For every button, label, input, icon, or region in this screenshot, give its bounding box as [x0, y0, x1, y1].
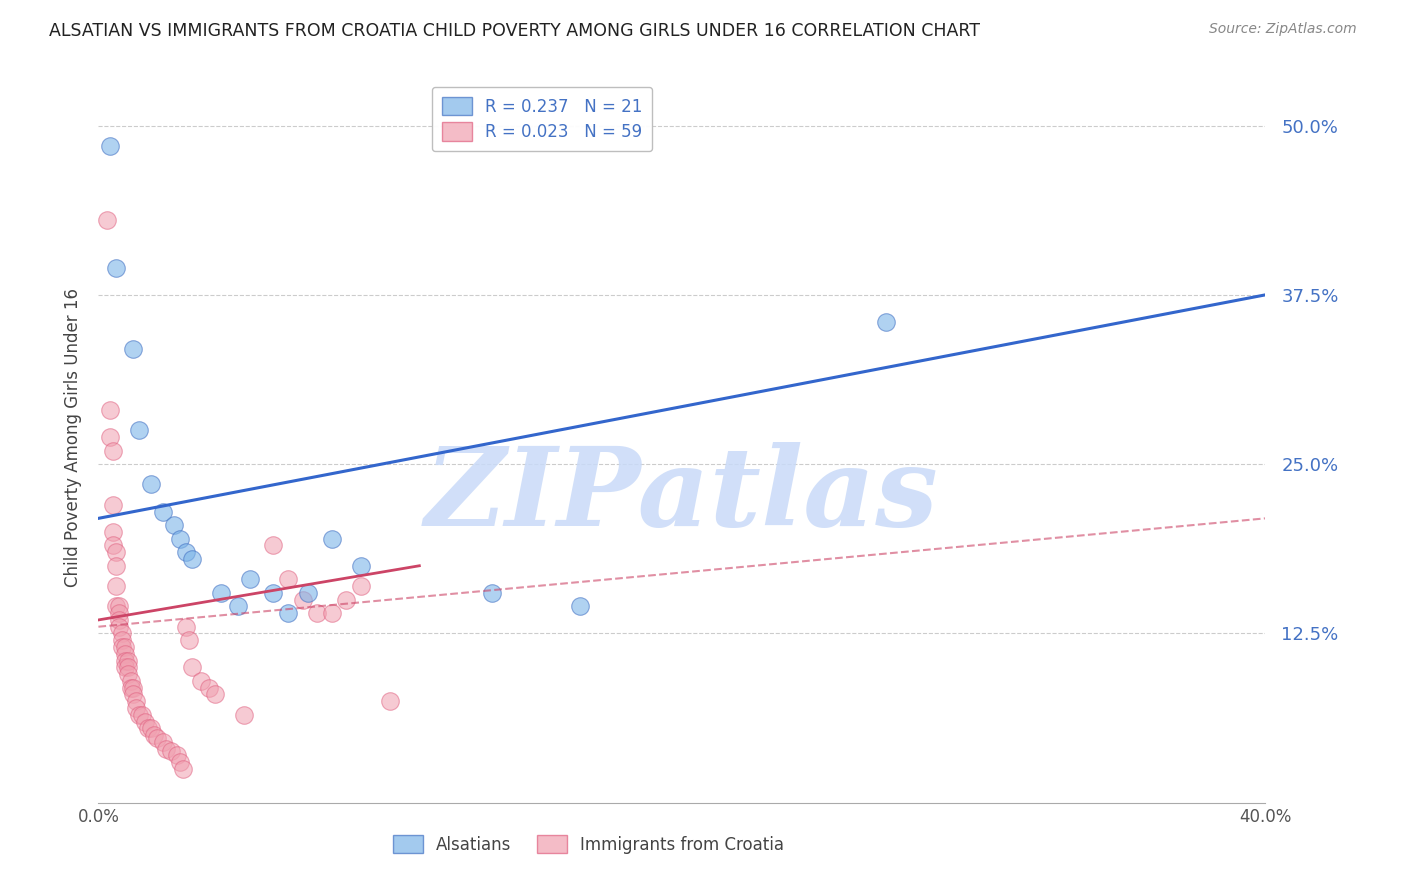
Point	[122, 688, 145, 702]
Point	[101, 443, 124, 458]
Point	[239, 572, 262, 586]
Point	[190, 673, 212, 688]
Point	[262, 586, 284, 600]
Point	[180, 660, 202, 674]
Point	[96, 213, 118, 227]
Point	[160, 744, 183, 758]
Text: ALSATIAN VS IMMIGRANTS FROM CROATIA CHILD POVERTY AMONG GIRLS UNDER 16 CORRELATI: ALSATIAN VS IMMIGRANTS FROM CROATIA CHIL…	[49, 22, 980, 40]
Point	[108, 620, 131, 634]
Point	[104, 579, 127, 593]
Point	[198, 681, 221, 695]
Text: ZIPatlas: ZIPatlas	[425, 442, 939, 549]
Point	[228, 599, 250, 614]
Point	[174, 620, 197, 634]
Point	[321, 606, 343, 620]
Point	[146, 731, 169, 745]
Point	[125, 701, 148, 715]
Point	[380, 694, 402, 708]
Point	[277, 572, 299, 586]
Point	[104, 599, 127, 614]
Point	[114, 660, 136, 674]
Point	[104, 545, 127, 559]
Point	[101, 498, 124, 512]
Point	[117, 660, 139, 674]
Point	[262, 538, 284, 552]
Point	[291, 592, 314, 607]
Text: Source: ZipAtlas.com: Source: ZipAtlas.com	[1209, 22, 1357, 37]
Point	[172, 762, 194, 776]
Point	[108, 613, 131, 627]
Point	[114, 640, 136, 654]
Point	[297, 586, 319, 600]
Point	[568, 599, 591, 614]
Y-axis label: Child Poverty Among Girls Under 16: Child Poverty Among Girls Under 16	[63, 287, 82, 587]
Point	[101, 538, 124, 552]
Point	[174, 545, 197, 559]
Point	[98, 139, 121, 153]
Point	[139, 721, 162, 735]
Point	[108, 606, 131, 620]
Point	[128, 423, 150, 437]
Point	[125, 694, 148, 708]
Point	[111, 633, 134, 648]
Point	[134, 714, 156, 729]
Point	[101, 524, 124, 539]
Point	[350, 579, 373, 593]
Point	[204, 688, 226, 702]
Point	[233, 707, 256, 722]
Point	[122, 342, 145, 356]
Point	[155, 741, 177, 756]
Point	[350, 558, 373, 573]
Point	[307, 606, 329, 620]
Point	[152, 735, 174, 749]
Point	[177, 633, 200, 648]
Point	[104, 260, 127, 275]
Point	[209, 586, 232, 600]
Point	[114, 654, 136, 668]
Point	[98, 430, 121, 444]
Point	[169, 532, 191, 546]
Point	[139, 477, 162, 491]
Point	[180, 552, 202, 566]
Point	[104, 558, 127, 573]
Point	[277, 606, 299, 620]
Point	[875, 315, 897, 329]
Point	[120, 673, 142, 688]
Point	[481, 586, 503, 600]
Point	[321, 532, 343, 546]
Point	[117, 667, 139, 681]
Point	[117, 654, 139, 668]
Point	[131, 707, 153, 722]
Point	[120, 681, 142, 695]
Point	[335, 592, 357, 607]
Point	[108, 599, 131, 614]
Point	[111, 640, 134, 654]
Point	[136, 721, 159, 735]
Point	[152, 505, 174, 519]
Point	[98, 403, 121, 417]
Point	[128, 707, 150, 722]
Point	[111, 626, 134, 640]
Point	[114, 647, 136, 661]
Point	[166, 748, 188, 763]
Point	[122, 681, 145, 695]
Point	[142, 728, 165, 742]
Point	[163, 518, 186, 533]
Point	[169, 755, 191, 769]
Legend: Alsatians, Immigrants from Croatia: Alsatians, Immigrants from Croatia	[387, 829, 790, 860]
